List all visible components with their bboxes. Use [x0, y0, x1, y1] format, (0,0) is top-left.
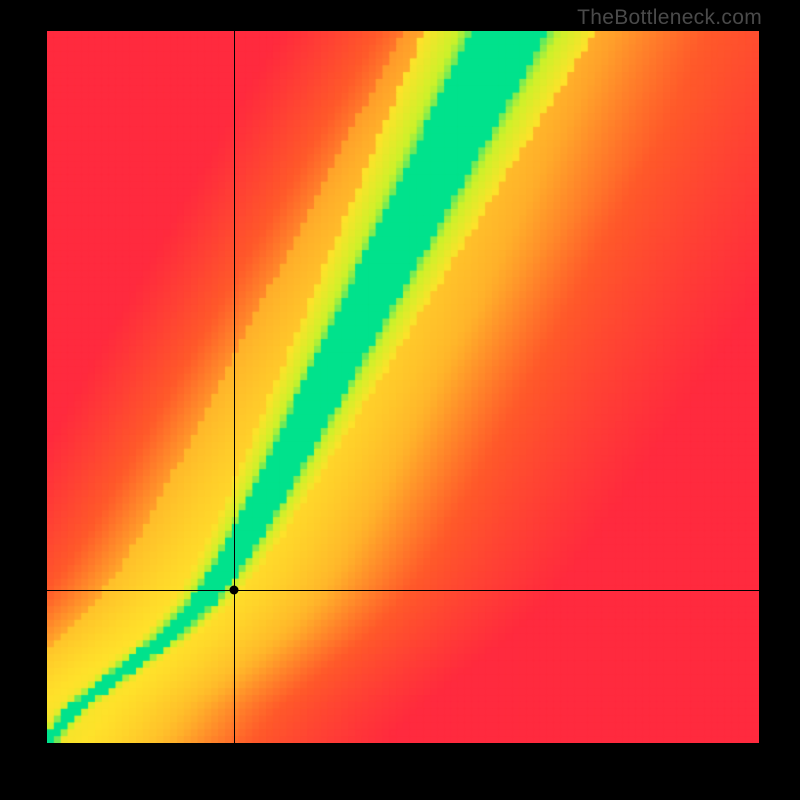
heatmap-canvas — [47, 31, 759, 743]
watermark-text: TheBottleneck.com — [577, 6, 762, 30]
plot-area — [47, 31, 759, 743]
crosshair-marker — [229, 585, 238, 594]
crosshair-horizontal — [47, 590, 759, 591]
crosshair-vertical — [234, 31, 235, 743]
